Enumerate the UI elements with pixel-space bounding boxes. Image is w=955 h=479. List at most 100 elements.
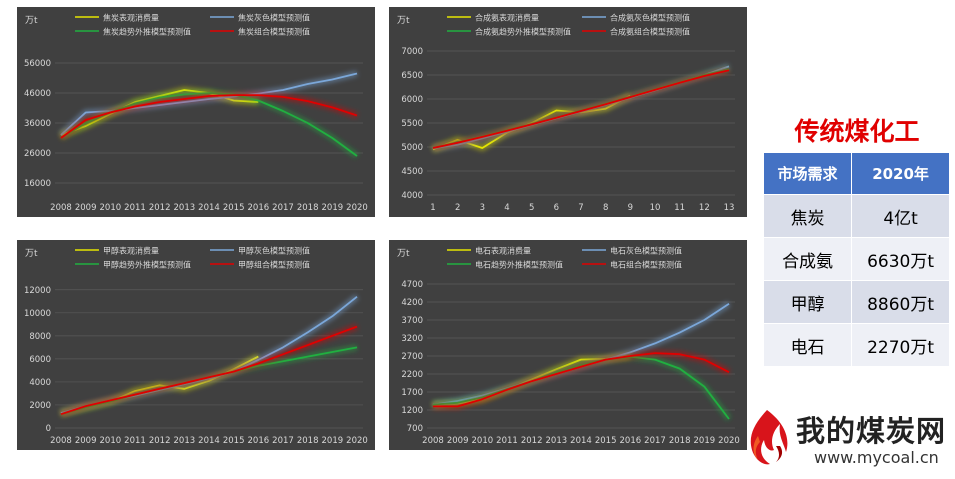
x-tick-label: 2014 xyxy=(198,203,220,213)
x-tick-label: 2013 xyxy=(174,436,196,446)
x-tick-label: 9 xyxy=(628,203,633,213)
y-tick-label: 4000 xyxy=(29,378,51,388)
x-tick-label: 2016 xyxy=(248,436,270,446)
x-tick-label: 2018 xyxy=(669,436,691,446)
y-tick-label: 4500 xyxy=(401,167,423,177)
flame-logo-icon xyxy=(750,410,788,465)
demand-header-year: 2020年 xyxy=(852,153,949,194)
legend-entry: 电石组合模型预测值 xyxy=(610,260,682,270)
legend-entry: 甲醇表观消费量 xyxy=(103,246,159,256)
x-tick-label: 2016 xyxy=(248,203,270,213)
legend-entry: 焦炭灰色模型预测值 xyxy=(238,13,310,23)
y-unit-label: 万t xyxy=(25,249,38,259)
chart-panel-methanol: 万t 甲醇表观消费量 甲醇灰色模型预测值 甲醇趋势外推模型预测值 甲醇组合模型预测值 0 2… xyxy=(17,240,375,450)
y-tick-label: 6500 xyxy=(401,71,423,81)
y-tick-label: 46000 xyxy=(24,89,51,99)
x-tick-label: 2014 xyxy=(198,436,220,446)
y-tick-label: 10000 xyxy=(24,309,51,319)
product-name: 电石 xyxy=(764,324,852,366)
x-tick-label: 2011 xyxy=(496,436,518,446)
y-tick-label: 1700 xyxy=(401,388,423,398)
y-tick-label: 5500 xyxy=(401,119,423,129)
x-tick-label: 11 xyxy=(674,203,685,213)
y-tick-label: 3200 xyxy=(401,334,423,344)
y-tick-label: 2700 xyxy=(401,352,423,362)
x-tick-label: 3 xyxy=(480,203,485,213)
x-tick-label: 2014 xyxy=(570,436,592,446)
table-row: 电石 2270万t xyxy=(764,324,949,366)
logo-text: 我的煤炭网 xyxy=(796,414,947,448)
table-row: 焦炭 4亿t xyxy=(764,195,949,237)
y-unit-label: 万t xyxy=(397,249,410,259)
x-tick-label: 2008 xyxy=(50,203,72,213)
demand-value: 2270万t xyxy=(852,324,949,366)
x-tick-label: 2015 xyxy=(223,203,245,213)
x-tick-label: 4 xyxy=(504,203,509,213)
site-logo[interactable]: 我的煤炭网 www.mycoal.cn xyxy=(740,404,950,470)
x-tick-label: 2020 xyxy=(718,436,740,446)
x-tick-label: 2018 xyxy=(297,203,319,213)
series-line xyxy=(60,94,358,139)
y-tick-label: 1200 xyxy=(401,406,423,416)
y-tick-label: 6000 xyxy=(401,95,423,105)
y-tick-label: 12000 xyxy=(24,286,51,296)
product-name: 甲醇 xyxy=(764,281,852,323)
x-tick-label: 2010 xyxy=(472,436,494,446)
y-tick-label: 4000 xyxy=(401,191,423,201)
legend-entry: 合成氨组合模型预测值 xyxy=(610,27,690,37)
demand-table-header: 市场需求 2020年 xyxy=(764,153,949,194)
y-unit-label: 万t xyxy=(25,16,38,26)
x-tick-label: 2011 xyxy=(124,436,146,446)
x-tick-label: 12 xyxy=(699,203,710,213)
x-tick-label: 2009 xyxy=(75,203,97,213)
legend-entry: 焦炭表观消费量 xyxy=(103,13,159,23)
x-tick-label: 2019 xyxy=(694,436,716,446)
x-tick-label: 2 xyxy=(455,203,460,213)
y-tick-label: 56000 xyxy=(24,59,51,69)
y-tick-label: 26000 xyxy=(24,149,51,159)
demand-value: 8860万t xyxy=(852,281,949,323)
x-tick-label: 2015 xyxy=(595,436,617,446)
x-tick-label: 2017 xyxy=(272,436,294,446)
table-row: 合成氨 6630万t xyxy=(764,238,949,280)
x-tick-label: 2008 xyxy=(50,436,72,446)
y-tick-label: 3700 xyxy=(401,316,423,326)
legend-entry: 电石趋势外推模型预测值 xyxy=(475,260,563,270)
x-tick-label: 2009 xyxy=(447,436,469,446)
x-tick-label: 2011 xyxy=(124,203,146,213)
y-tick-label: 5000 xyxy=(401,143,423,153)
y-unit-label: 万t xyxy=(397,16,410,26)
chart-panel-ammonia: 万t 合成氨表观消费量 合成氨灰色模型预测值合成氨趋势外推模型预测值 合成氨组合模型预… xyxy=(389,7,747,217)
x-tick-label: 2017 xyxy=(272,203,294,213)
legend-entry: 电石表观消费量 xyxy=(475,246,531,256)
chart-panel-coke: 万t 焦炭表观消费量 焦炭灰色模型预测值 焦炭趋势外推模型预测值 焦炭组合模型预测值 16… xyxy=(17,7,375,217)
x-tick-label: 2012 xyxy=(521,436,543,446)
demand-value: 4亿t xyxy=(852,195,949,237)
y-tick-label: 2000 xyxy=(29,401,51,411)
x-tick-label: 2016 xyxy=(620,436,642,446)
y-tick-label: 0 xyxy=(46,424,51,434)
x-tick-label: 1 xyxy=(430,203,435,213)
legend-entry: 电石灰色模型预测值 xyxy=(610,246,682,256)
y-tick-label: 16000 xyxy=(24,179,51,189)
x-tick-label: 2015 xyxy=(223,436,245,446)
y-tick-label: 2200 xyxy=(401,370,423,380)
demand-table: 市场需求 2020年 焦炭 4亿t 合成氨 6630万t 甲醇 8860万t 电… xyxy=(763,152,950,367)
x-tick-label: 2019 xyxy=(322,203,344,213)
x-tick-label: 2010 xyxy=(100,436,122,446)
x-tick-label: 2019 xyxy=(322,436,344,446)
y-tick-label: 8000 xyxy=(29,332,51,342)
legend-entry: 甲醇趋势外推模型预测值 xyxy=(103,260,191,270)
y-tick-label: 6000 xyxy=(29,355,51,365)
legend-entry: 合成氨灰色模型预测值 xyxy=(610,13,690,23)
legend-entry: 甲醇灰色模型预测值 xyxy=(238,246,310,256)
x-tick-label: 2012 xyxy=(149,436,171,446)
y-tick-label: 36000 xyxy=(24,119,51,129)
legend-entry: 焦炭组合模型预测值 xyxy=(238,27,310,37)
legend-entry: 合成氨趋势外推模型预测值 xyxy=(475,27,571,37)
y-tick-label: 700 xyxy=(407,424,423,434)
x-tick-label: 7 xyxy=(578,203,583,213)
legend-entry: 合成氨表观消费量 xyxy=(475,13,539,23)
